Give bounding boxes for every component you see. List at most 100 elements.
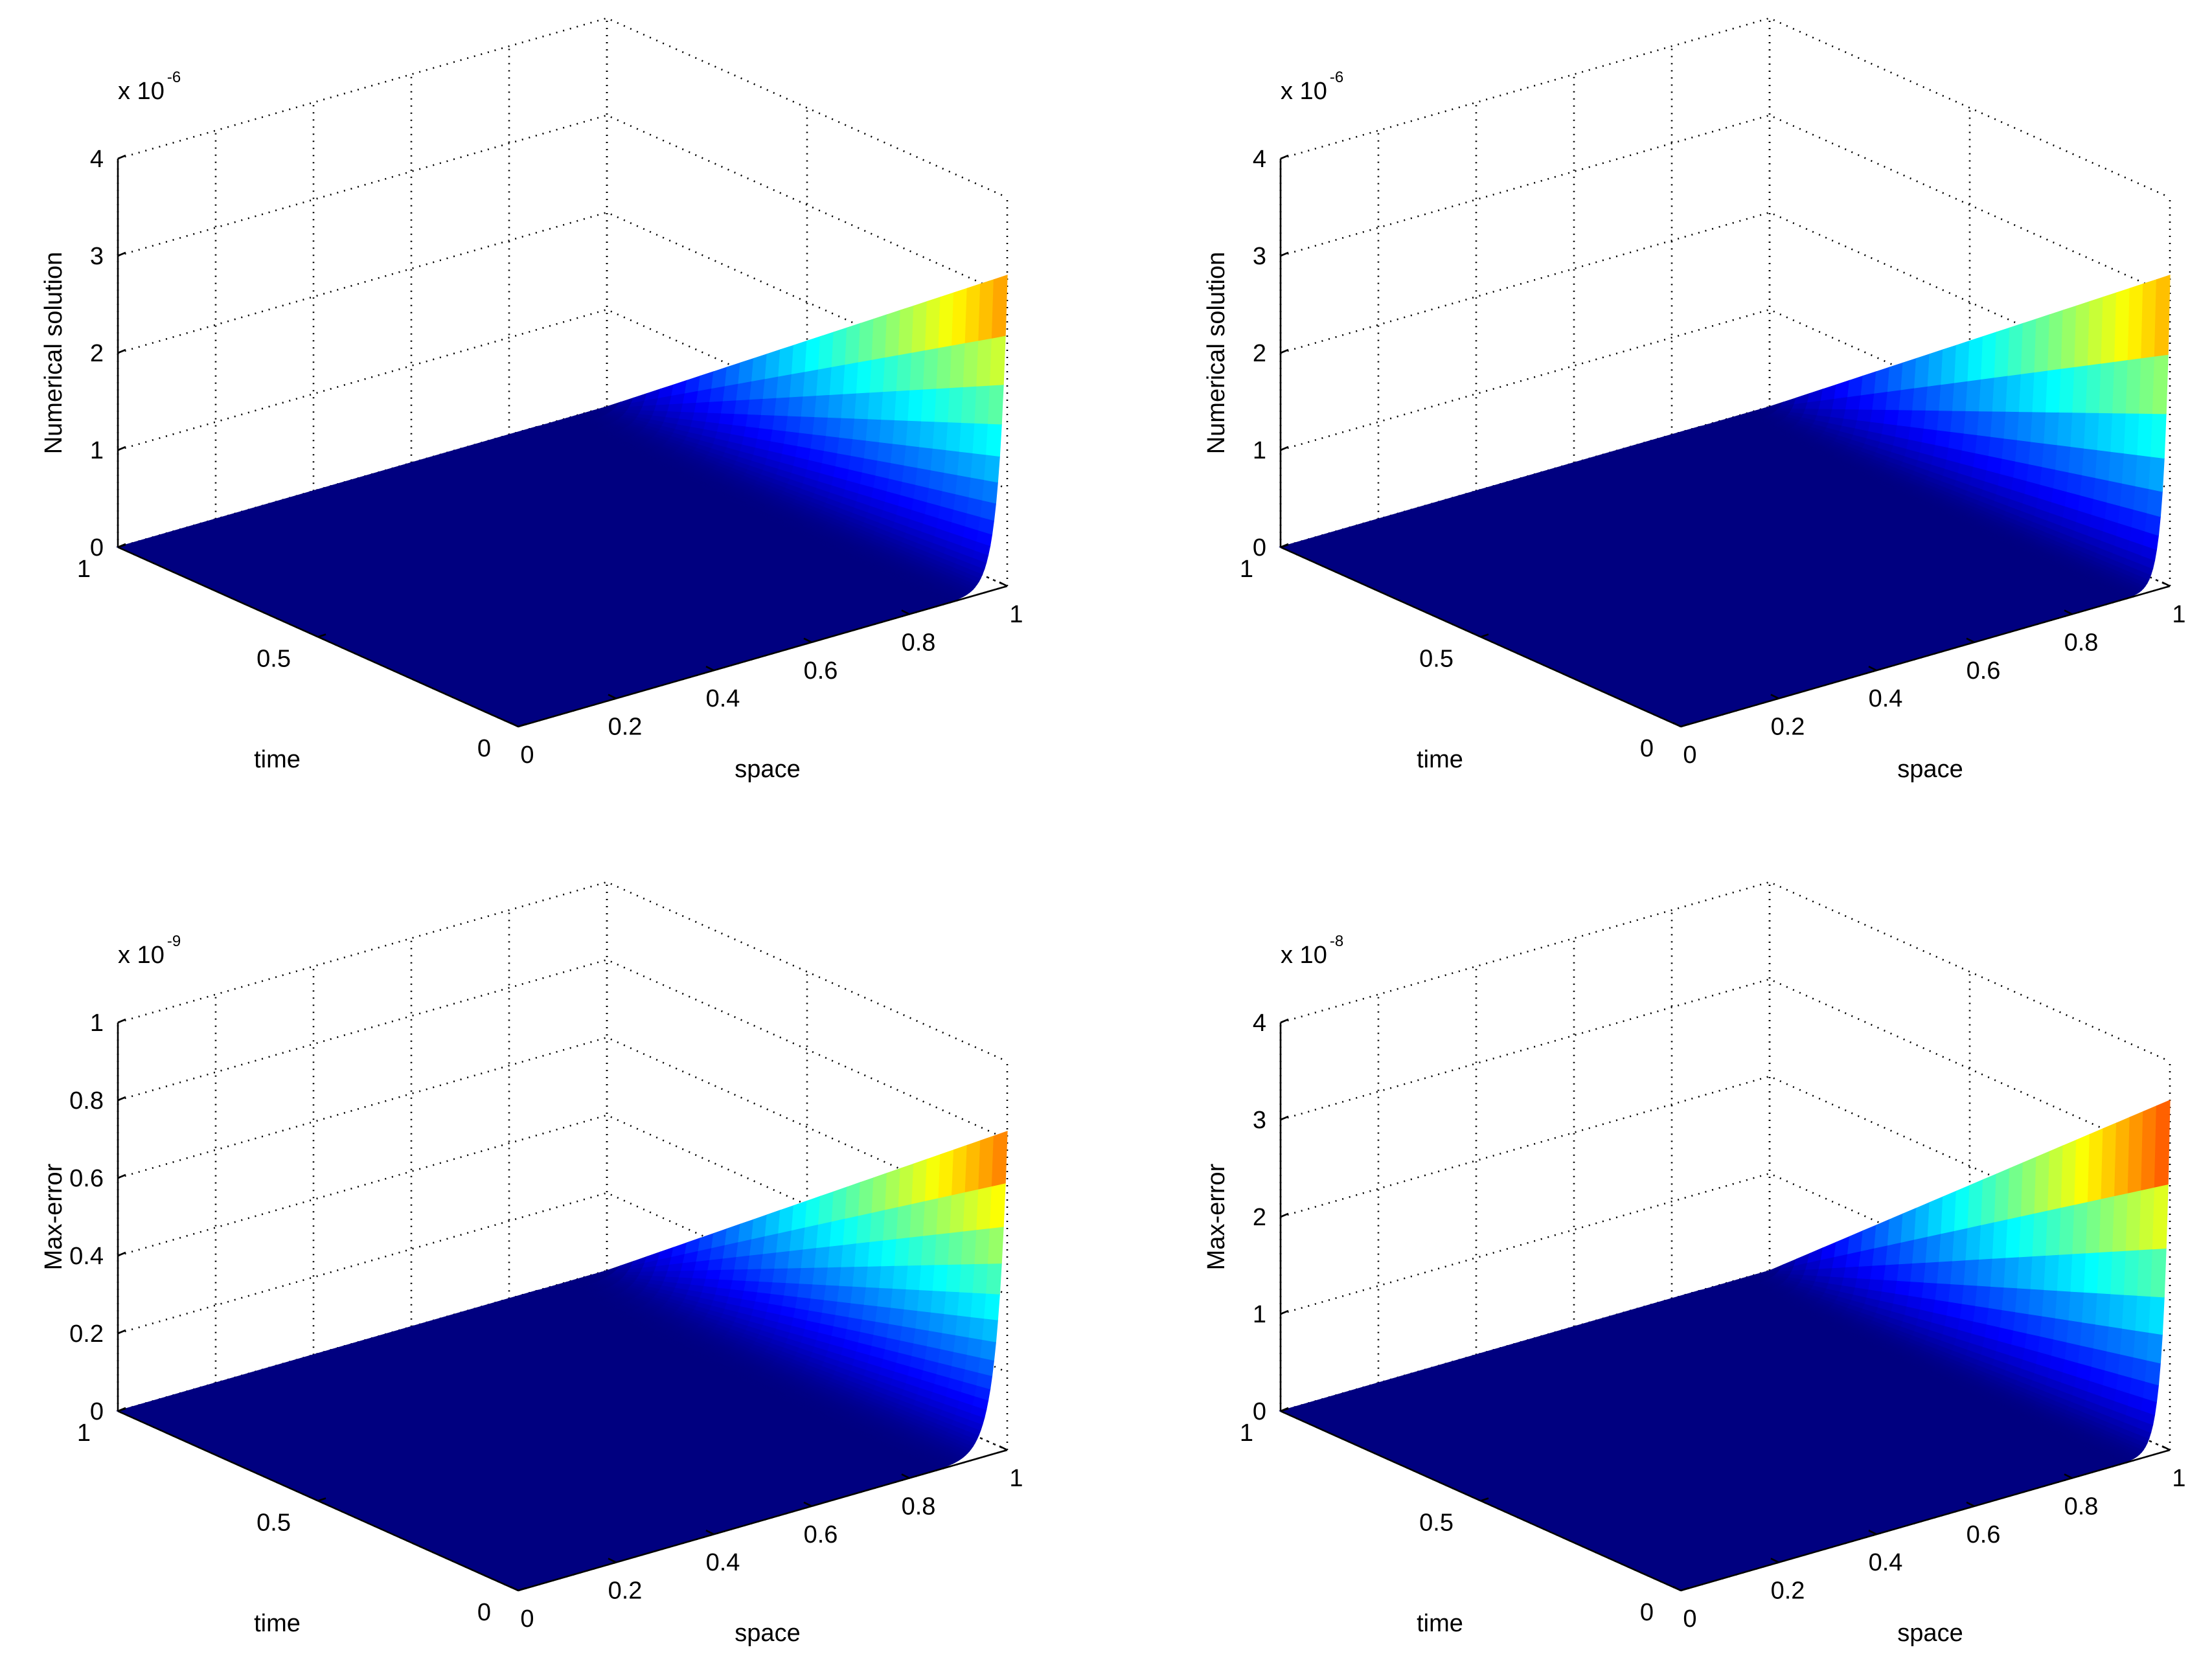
surface-patch [886, 1323, 903, 1341]
surface-patch [869, 356, 886, 393]
surface-patch [812, 1266, 829, 1286]
surface-patch [1988, 1286, 2005, 1311]
surface-patch [751, 1214, 768, 1240]
surface-patch [652, 1270, 669, 1277]
surface-patch [978, 278, 995, 341]
surface-patch [888, 1307, 905, 1327]
x-tick-label: 0.6 [804, 657, 838, 685]
surface-plot-bottom-right: 0123400.20.40.60.8100.51spacetimeMax-err… [1203, 881, 2186, 1647]
z-tick-label: 1 [90, 437, 104, 464]
surface-patch [1908, 426, 1925, 443]
surface-patch [883, 354, 899, 392]
x-tick-label: 0.6 [1967, 657, 2001, 685]
surface-patch [896, 1203, 913, 1240]
surface-patch [881, 1238, 897, 1267]
y-tick-label: 0 [1640, 1599, 1654, 1626]
surface-patch [2040, 466, 2057, 489]
surface-patch [2085, 363, 2102, 413]
surface-patch [917, 446, 933, 471]
surface-patch [1952, 380, 1968, 411]
grid-line-z [117, 881, 1008, 1063]
surface-patch [986, 423, 1002, 457]
surface-patch [2003, 1256, 2020, 1289]
surface-patch [2000, 458, 2016, 478]
surface-patch [694, 401, 711, 413]
surface [1279, 1100, 2171, 1592]
surface-patch [917, 1289, 933, 1313]
surface-patch [1981, 1173, 1997, 1225]
y-tick-label: 1 [1240, 1420, 1253, 1447]
surface-patch [946, 421, 963, 452]
surface-patch [961, 385, 977, 424]
z-tick-mark [117, 348, 126, 354]
surface-patch [922, 346, 939, 390]
z-tick-label: 4 [90, 146, 104, 173]
surface-patch [2083, 412, 2100, 451]
z-tick-mark [117, 1096, 126, 1102]
surface-patch [1977, 1258, 1993, 1287]
surface-patch [1948, 431, 1965, 451]
surface-patch [1895, 1280, 1911, 1296]
surface-patch [747, 1253, 764, 1270]
surface-patch [858, 318, 874, 363]
grid-line-z [1280, 17, 2171, 199]
surface-patch [1925, 383, 1942, 411]
surface-patch [2119, 1328, 2136, 1358]
surface-patch [758, 1267, 775, 1283]
surface-patch [2026, 1313, 2043, 1337]
surface-patch [904, 1288, 920, 1311]
surface-patch [808, 1297, 825, 1313]
surface-patch [924, 296, 941, 351]
z-tick-label: 1 [1253, 1301, 1266, 1328]
surface-patch [1939, 1230, 1955, 1262]
surface-patch [2003, 411, 2020, 440]
x-tick-label: 0 [1683, 742, 1696, 769]
surface-patch [1910, 1262, 1926, 1283]
surface-patch [944, 1291, 961, 1316]
surface-patch [803, 1223, 819, 1250]
z-tick-mark [117, 446, 126, 451]
surface-patch [1992, 375, 2009, 412]
z-tick-label: 0.2 [69, 1320, 104, 1348]
surface-patch [976, 337, 993, 387]
surface-patch [968, 1316, 985, 1341]
surface-patch [1973, 1305, 1990, 1325]
surface-patch [894, 1236, 911, 1266]
surface-patch [1919, 1297, 1936, 1313]
surface-patch [2000, 1309, 2016, 1331]
surface-patch [2046, 368, 2062, 413]
surface-patch [736, 380, 753, 401]
y-tick-label: 1 [77, 1420, 91, 1447]
z-scale-multiplier: x 10-9 [118, 933, 181, 969]
surface-patch [2060, 1139, 2077, 1208]
surface-patch [1965, 378, 1982, 412]
surface-patch [976, 1185, 993, 1230]
surface-patch [2074, 300, 2091, 367]
surface-patch [2013, 1311, 2029, 1334]
x-axis-label: space [1897, 756, 1963, 783]
surface-patch [1830, 408, 1847, 419]
surface-patch [2087, 296, 2104, 366]
x-tick-label: 1 [1009, 1465, 1023, 1492]
x-tick-label: 0 [520, 742, 534, 769]
surface-patch [861, 1304, 878, 1322]
surface-patch [2007, 1162, 2024, 1220]
z-tick-mark [117, 251, 126, 257]
surface-patch [2093, 477, 2110, 503]
surface-patch [784, 1282, 800, 1297]
y-tick-mark [317, 1497, 326, 1502]
surface-patch [948, 1230, 964, 1265]
surface-patch [1900, 1207, 1917, 1243]
surface-patch [782, 1295, 798, 1309]
surface-patch [1961, 1284, 1978, 1306]
surface-patch [825, 1266, 842, 1286]
surface-patch [957, 1291, 974, 1317]
surface-patch [814, 1245, 830, 1268]
surface-patch [2055, 1290, 2071, 1321]
surface-patch [1965, 1224, 1982, 1261]
surface-patch [991, 1131, 1008, 1187]
surface-patch [877, 441, 894, 464]
surface-patch [677, 1276, 694, 1285]
